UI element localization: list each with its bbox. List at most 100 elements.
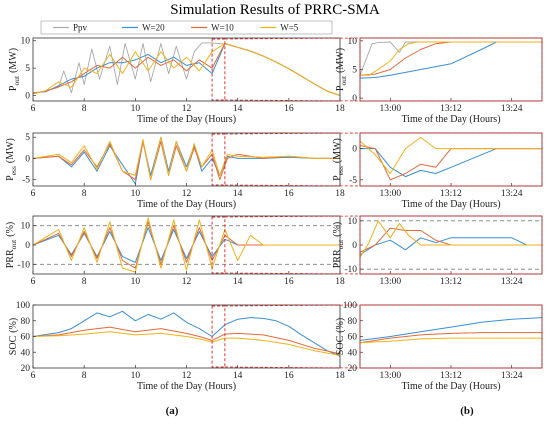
x-tick-label: 18 [335,104,345,114]
x-tick-label: 14 [233,277,243,287]
y-label-unit: (MW) [332,138,343,163]
x-tick-label: 13:12 [440,104,462,114]
y-axis-label: Pout (MW) [8,48,21,91]
x-tick-label: 13:00 [380,189,402,199]
y-label-unit: (%) [332,222,343,237]
series-line-w-10 [33,141,340,181]
x-tick-label: 12 [182,189,192,199]
x-tick-label: 6 [31,189,36,199]
series-line-w-5 [33,43,340,96]
panel-label-a: (a) [166,405,179,417]
zoom-connector [224,184,361,187]
y-tick-label: 10 [21,37,31,47]
y-tick-label: 0 [352,145,357,155]
y-axis-label: PRRout (%) [332,222,345,269]
y-tick-label: 80 [348,317,358,327]
y-label-subscript: out [12,75,21,86]
y-tick-label: -5 [22,176,30,186]
y-tick-label: 5 [352,66,357,76]
y-label-unit: (MW) [335,48,346,73]
y-tick-label: 10 [348,217,358,227]
x-tick-label: 13:12 [440,277,462,287]
zoom-connector [224,304,361,307]
series-line-w-20 [360,237,542,256]
series-line-w-10 [360,41,542,76]
zoom-indicators [211,37,543,369]
series-line-ppv [33,42,340,96]
y-label-main: SOC [8,335,19,355]
series-line-w-20 [360,148,542,178]
x-tick-label: 14 [233,104,243,114]
y-label-main: PRR [5,249,16,268]
y-tick-label: 0 [352,94,357,104]
x-tick-label: 16 [284,104,294,114]
panel-label-b: (b) [460,405,474,417]
y-tick-label: 10 [21,222,31,232]
zoom-window [211,133,226,186]
legend-entry: Ppv [73,23,88,33]
panel-a-4: 6 8 10 12 14 16 18 20 40 60 80 100 Time of the Day (… [8,301,345,392]
panel-b-3: 13:00 13:12 13:24 -10 0 10 PRRout (%) [332,215,543,287]
x-tick-label: 12 [182,104,192,114]
y-axis-label: Pess (MW) [332,138,345,181]
x-axis-label: Time of the Day (Hours) [137,114,236,125]
zoom-target-frame [359,304,543,369]
y-tick-label: 40 [21,348,31,358]
legend-entry: W=10 [211,23,234,33]
x-tick-label: 18 [335,277,345,287]
y-tick-label: -10 [344,265,357,275]
y-axis-label: Pout (MW) [335,48,348,91]
zoom-window [211,305,226,368]
y-tick-label: 10 [348,37,358,47]
series-line-w-5 [360,136,542,174]
x-tick-label: 18 [335,189,345,199]
zoom-connector [224,99,361,102]
x-tick-label: 13:00 [380,104,402,114]
series-line-w-10 [33,326,340,355]
axes-frame [359,37,543,102]
zoom-connector [224,215,361,218]
x-tick-label: 8 [82,277,87,287]
y-axis-label: SOC (%) [8,318,19,355]
series-line-w-20 [33,310,340,357]
y-tick-label: 5 [25,64,30,74]
panel-b-1: 13:00 13:12 13:24 0 5 10 Time of the Day (Hour… [335,37,543,125]
x-tick-label: 18 [335,371,345,381]
x-axis-label: Time of the Day (Hours) [137,199,236,210]
y-label-unit: (%) [335,318,346,333]
y-label-subscript: out [339,75,348,86]
x-tick-label: 14 [233,189,243,199]
x-tick-label: 16 [284,277,294,287]
x-tick-label: 13:12 [440,371,462,381]
y-label-main: P [8,85,19,91]
x-tick-label: 10 [131,371,141,381]
series-line-w-5 [33,331,340,356]
x-tick-label: 6 [31,371,36,381]
y-tick-label: 0 [25,241,30,251]
zoom-connector [224,132,361,135]
x-tick-label: 13:24 [501,277,523,287]
y-label-unit: (MW) [8,48,19,73]
y-tick-label: 5 [25,133,30,143]
y-axis-label: PRRout (%) [5,222,18,269]
y-tick-label: 60 [348,333,358,343]
y-axis-label: Pess (MW) [5,138,18,181]
series-line-w-10 [33,43,340,96]
x-tick-label: 13:24 [501,104,523,114]
y-tick-label: 0 [25,154,30,164]
zoom-connector [224,366,361,369]
y-label-main: SOC [335,335,346,355]
zoom-connector [224,272,361,275]
y-label-unit: (%) [5,222,16,237]
y-tick-label: 80 [21,317,31,327]
series-line-w-10 [360,145,542,181]
y-tick-label: 0 [25,92,30,102]
series-line-w-5 [360,337,542,344]
series-line-w-10 [360,227,542,253]
x-tick-label: 8 [82,371,87,381]
series-line-w-5 [33,136,340,181]
axes-frame [32,37,341,102]
panel-a-2: 6 8 10 12 14 16 18 -5 0 5 Time of the Day (Hours) P… [5,132,345,210]
y-label-subscript: ess [9,166,18,175]
